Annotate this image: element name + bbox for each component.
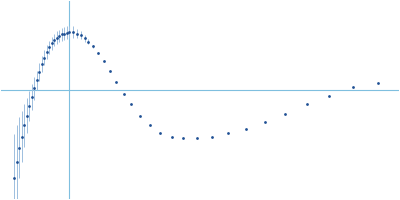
Point <box>137 114 143 117</box>
Point <box>54 36 60 39</box>
Point <box>90 45 97 48</box>
Point <box>303 103 310 106</box>
Point <box>21 124 27 127</box>
Point <box>18 135 25 138</box>
Point <box>59 33 65 36</box>
Point <box>100 59 107 63</box>
Point <box>243 127 249 130</box>
Point <box>26 104 32 108</box>
Point <box>209 135 215 138</box>
Point <box>51 38 58 42</box>
Point <box>24 114 30 117</box>
Point <box>49 42 55 45</box>
Point <box>11 177 17 180</box>
Point <box>95 51 102 55</box>
Point <box>350 85 356 88</box>
Point <box>74 32 80 35</box>
Point <box>61 32 68 35</box>
Point <box>38 63 45 66</box>
Point <box>326 94 332 97</box>
Point <box>64 31 70 34</box>
Point <box>16 146 22 149</box>
Point <box>107 69 113 72</box>
Point <box>85 40 92 43</box>
Point <box>31 87 37 90</box>
Point <box>113 80 119 83</box>
Point <box>13 161 20 164</box>
Point <box>194 137 200 140</box>
Point <box>157 131 164 134</box>
Point <box>78 34 84 37</box>
Point <box>120 92 127 96</box>
Point <box>168 135 175 138</box>
Point <box>44 51 50 54</box>
Point <box>28 96 35 99</box>
Point <box>34 79 40 82</box>
Point <box>262 121 268 124</box>
Point <box>82 37 88 40</box>
Point <box>147 124 153 127</box>
Point <box>225 132 232 135</box>
Point <box>282 112 288 116</box>
Point <box>70 30 76 34</box>
Point <box>56 34 62 38</box>
Point <box>180 137 186 140</box>
Point <box>66 30 73 34</box>
Point <box>36 71 42 74</box>
Point <box>46 46 52 49</box>
Point <box>128 103 134 106</box>
Point <box>41 56 48 59</box>
Point <box>375 82 382 85</box>
